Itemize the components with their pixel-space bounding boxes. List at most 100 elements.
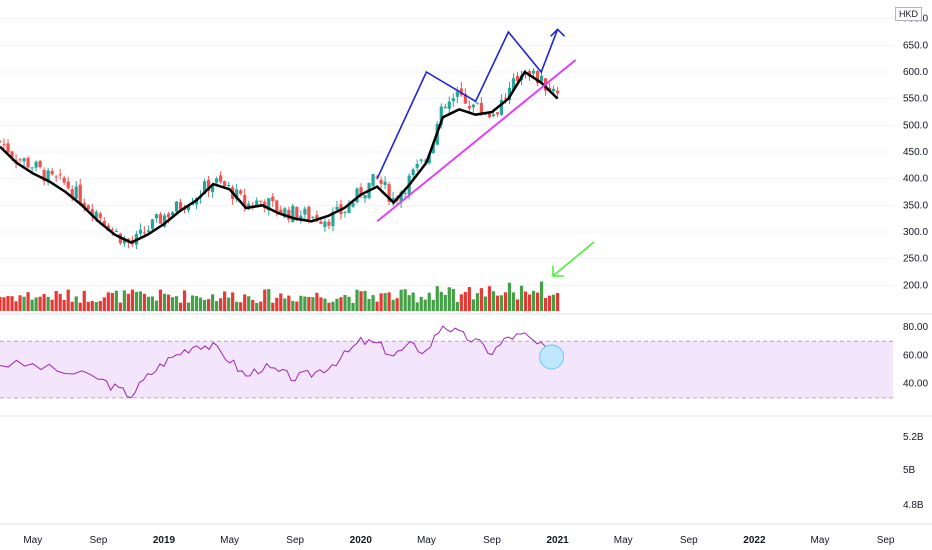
- volume-bar: [495, 295, 500, 311]
- candle-body: [74, 186, 78, 199]
- volume-bar: [543, 297, 548, 311]
- volume-bar: [243, 294, 247, 311]
- volume-bar: [375, 301, 379, 311]
- candle-body: [347, 203, 351, 213]
- volume-bar: [335, 298, 339, 311]
- volume-bar: [519, 285, 524, 311]
- candle-body: [315, 215, 319, 222]
- x-tick-label: May: [220, 535, 239, 546]
- volume-bar: [34, 297, 38, 311]
- volume-bar: [150, 296, 155, 311]
- volume-bar: [315, 292, 319, 311]
- volume-bar: [82, 290, 86, 311]
- candle-body: [355, 188, 359, 202]
- candle-body: [0, 140, 2, 142]
- candle-body: [146, 230, 151, 232]
- candle-body: [94, 211, 98, 219]
- candle-body: [54, 176, 58, 178]
- candle-body: [375, 176, 379, 178]
- candle-body: [86, 205, 90, 210]
- candle-body: [58, 174, 62, 176]
- candle-body: [427, 154, 431, 164]
- volume-bar: [415, 302, 419, 311]
- volume-bar: [255, 302, 259, 311]
- volume-bar: [190, 295, 195, 311]
- candle-body: [18, 159, 22, 161]
- volume-bar: [523, 291, 528, 311]
- candle-body: [2, 144, 6, 146]
- volume-bar: [279, 293, 283, 311]
- volume-bar: [395, 298, 399, 311]
- y-tick-label: 250.0: [903, 254, 928, 265]
- volume-bar: [407, 295, 411, 311]
- candle-body: [243, 194, 247, 207]
- y-tick-label: 400.0: [903, 174, 928, 185]
- price-axis: 200.0 250.0 300.0 350.0 400.0 450.0 500.0 550.0…: [903, 14, 928, 511]
- volume-bar: [475, 293, 479, 311]
- volume-bar: [487, 286, 492, 311]
- volume-bar: [355, 289, 359, 311]
- candle-body: [62, 177, 66, 183]
- candle-body: [70, 189, 74, 199]
- volume-bar: [98, 301, 102, 311]
- currency-badge[interactable]: HKD: [894, 7, 922, 21]
- volume-bar: [451, 288, 455, 311]
- volume-bar: [130, 289, 134, 311]
- candle-body: [479, 102, 483, 113]
- volume-bar: [42, 293, 46, 311]
- volume-bar: [275, 297, 279, 311]
- x-tick-label: 2020: [350, 535, 373, 546]
- candle-body: [206, 179, 211, 191]
- volume-bar: [259, 301, 263, 311]
- candle-body: [403, 192, 407, 194]
- candle-body: [50, 170, 54, 175]
- volume-bar: [215, 301, 219, 311]
- volume-bar: [158, 289, 163, 311]
- volume-bar: [138, 291, 143, 311]
- candle-body: [154, 214, 159, 219]
- candle-body: [263, 201, 267, 209]
- candle-body: [166, 213, 171, 218]
- candle-body: [283, 208, 287, 218]
- candle-body: [138, 229, 143, 234]
- volume-bar: [14, 301, 18, 311]
- volume-bar: [235, 301, 239, 311]
- volume-bar: [511, 292, 516, 311]
- candle-body: [82, 202, 86, 208]
- volume-bar: [206, 299, 211, 311]
- volume-bar: [106, 292, 110, 311]
- volume-bar: [327, 302, 331, 311]
- volume-bar: [515, 299, 520, 311]
- candle-body: [287, 209, 291, 220]
- volume-bar: [50, 299, 54, 311]
- volume-bar: [170, 297, 175, 311]
- volume-bar: [227, 297, 231, 311]
- candle-body: [142, 232, 147, 234]
- candle-body: [443, 106, 447, 109]
- volume-bar: [323, 298, 327, 311]
- candle-body: [411, 169, 415, 176]
- candle-body: [491, 114, 496, 117]
- x-tick-label: Sep: [90, 535, 108, 546]
- volume-bar: [347, 296, 351, 311]
- candle-body: [307, 206, 311, 220]
- arrow-shaft: [552, 241, 595, 277]
- candle-body: [455, 91, 459, 97]
- candle-body: [351, 202, 355, 207]
- rsi-line: [0, 325, 558, 399]
- y-tick-label: 350.0: [903, 200, 928, 211]
- volume-bar: [58, 294, 62, 311]
- volume-bar: [267, 289, 271, 311]
- candle-body: [551, 88, 556, 92]
- volume-bar: [251, 299, 255, 311]
- rsi-highlight-circle: [539, 344, 565, 370]
- volume-bar: [363, 290, 367, 311]
- volume-bar: [198, 297, 203, 311]
- y-tick-label: 300.0: [903, 227, 928, 238]
- volume-bar: [483, 296, 487, 311]
- candle-body: [38, 160, 42, 168]
- volume-bar: [211, 294, 215, 311]
- arrow-head: [552, 266, 564, 277]
- candle-body: [499, 100, 504, 115]
